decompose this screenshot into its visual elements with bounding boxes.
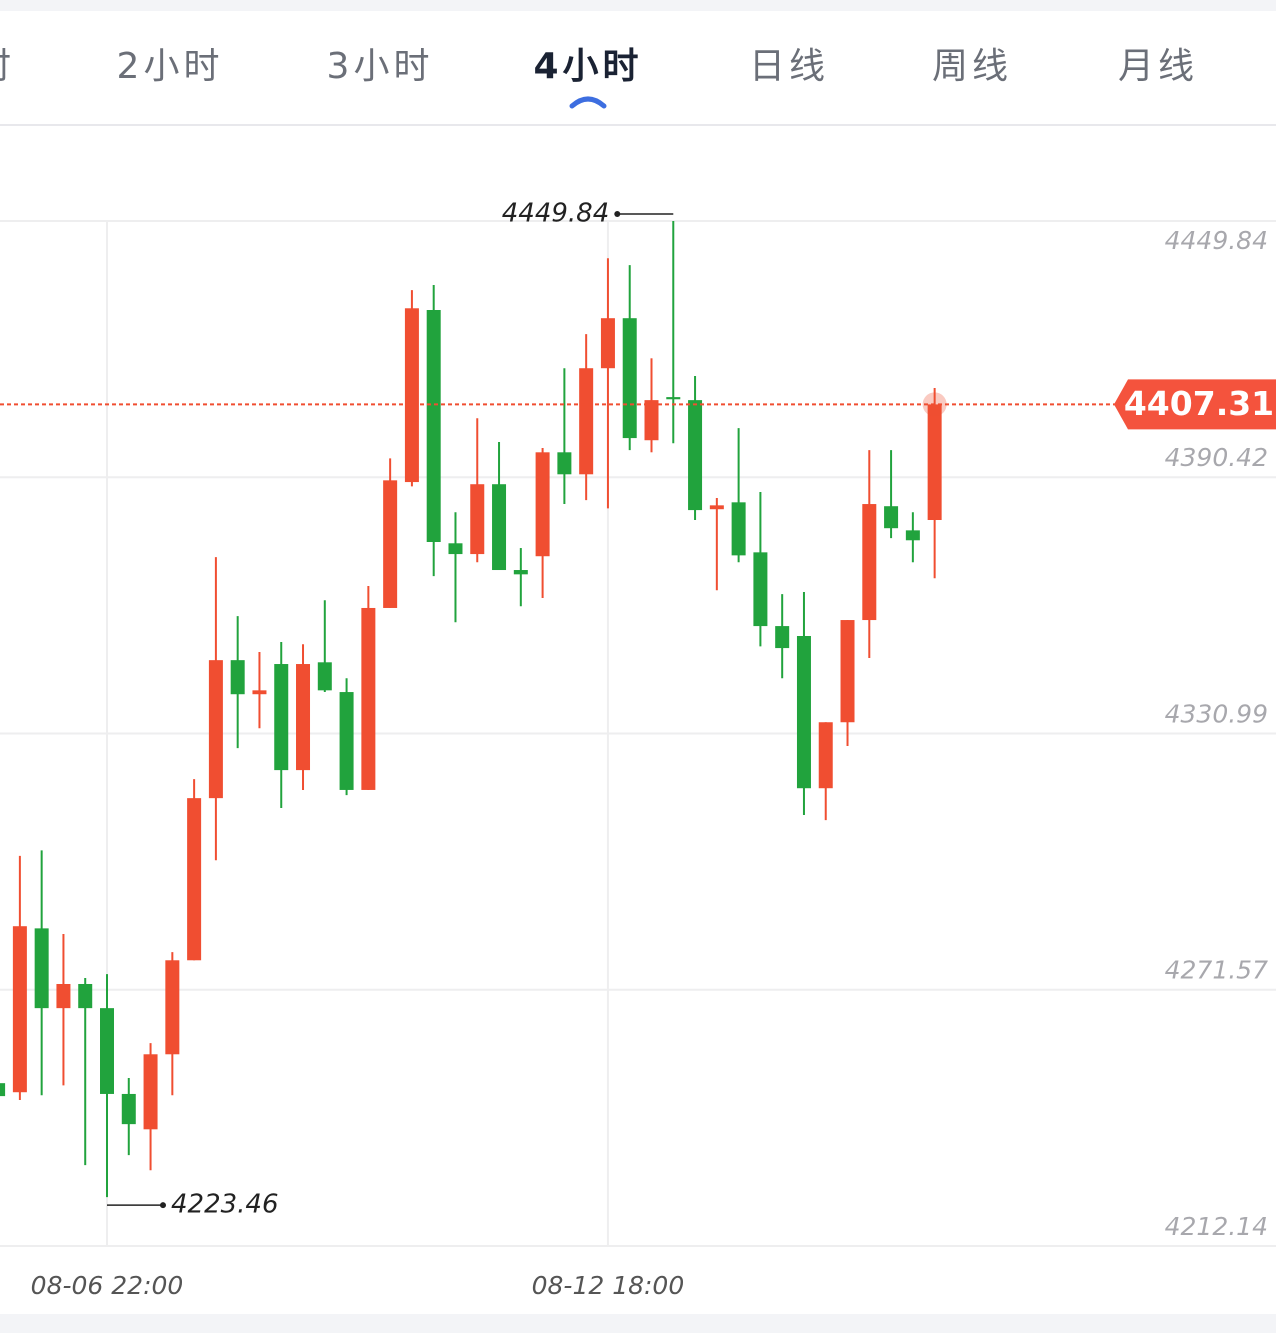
tab[interactable]: 3小时 — [327, 46, 434, 87]
candle-body — [884, 506, 899, 529]
y-tick-label: 4330.99 — [1165, 700, 1268, 729]
candle-body — [905, 530, 920, 541]
y-tick-label: 4449.84 — [1165, 226, 1268, 255]
candle-body — [143, 1054, 158, 1130]
candle-body — [165, 960, 180, 1055]
bottom-strip — [0, 1314, 1276, 1333]
candle-body — [622, 318, 637, 439]
last-price-tag — [1114, 379, 1276, 430]
candle-body — [187, 798, 202, 961]
candle-body — [404, 308, 419, 483]
candle-body — [426, 310, 441, 542]
active-indicator — [569, 96, 607, 109]
candle-body — [927, 404, 942, 521]
candle-body — [12, 926, 27, 1093]
candle-body — [709, 505, 724, 510]
candle-body — [100, 1008, 114, 1094]
candle-body — [775, 626, 790, 649]
plot: 4449.84 4390.42 4330.99 4271.57 4212.14 08-06… — [0, 199, 1276, 1300]
tab[interactable]: 2小时 — [117, 46, 224, 87]
last-price-marker — [922, 392, 947, 417]
x-tick-label: 08-12 18:00 — [532, 1271, 685, 1300]
tab[interactable]: 4小时 — [533, 46, 642, 87]
candle-body — [600, 318, 615, 369]
candle-body — [796, 636, 811, 789]
candle-body — [470, 484, 485, 555]
candle-body — [448, 543, 463, 555]
candle-body — [666, 397, 681, 400]
candle-body — [513, 570, 528, 575]
candle-body — [56, 983, 71, 1009]
candle-body — [818, 722, 833, 789]
y-tick-label: 4212.14 — [1165, 1212, 1268, 1241]
candle-body — [230, 660, 245, 695]
x-tick-label: 08-06 22:00 — [31, 1271, 184, 1300]
candle-body — [644, 400, 659, 441]
candle-body — [862, 504, 877, 621]
y-tick-label: 4390.42 — [1165, 443, 1268, 472]
candle-body — [34, 928, 49, 1009]
candle-body — [579, 368, 594, 475]
top-strip — [0, 0, 1276, 11]
candle-body — [383, 480, 398, 608]
candle-body — [731, 502, 746, 556]
candle-body — [252, 690, 267, 695]
candle-body — [557, 452, 572, 475]
candle-body — [317, 662, 332, 691]
tab[interactable]: 日线 — [749, 46, 829, 87]
candle-body — [840, 620, 855, 723]
candle-body — [274, 664, 289, 771]
max-label: 4449.84 — [502, 199, 610, 229]
max-dot — [614, 211, 621, 217]
candle-body — [296, 664, 311, 771]
min-dot — [160, 1202, 166, 1209]
min-label: 4223.46 — [171, 1190, 279, 1220]
tab[interactable]: 周线 — [932, 46, 1012, 87]
candle-body — [535, 452, 550, 557]
last-price-label: 4407.31 — [1124, 384, 1274, 423]
candle-body — [361, 607, 376, 790]
tab[interactable]: 月线 — [1118, 46, 1198, 87]
candle-body — [688, 400, 703, 511]
candle-body — [492, 484, 507, 571]
candle-body — [339, 692, 354, 790]
candle-body — [0, 1083, 6, 1097]
tab[interactable]: 时 — [0, 46, 15, 87]
candle-body — [208, 660, 223, 799]
candle-body — [121, 1093, 136, 1125]
candle-body — [78, 983, 93, 1009]
candle-body — [753, 552, 768, 627]
tab-bar: 时 2小时 3小时 4小时 日线 周线 月线 — [0, 46, 1198, 109]
y-tick-label: 4271.57 — [1165, 956, 1268, 985]
